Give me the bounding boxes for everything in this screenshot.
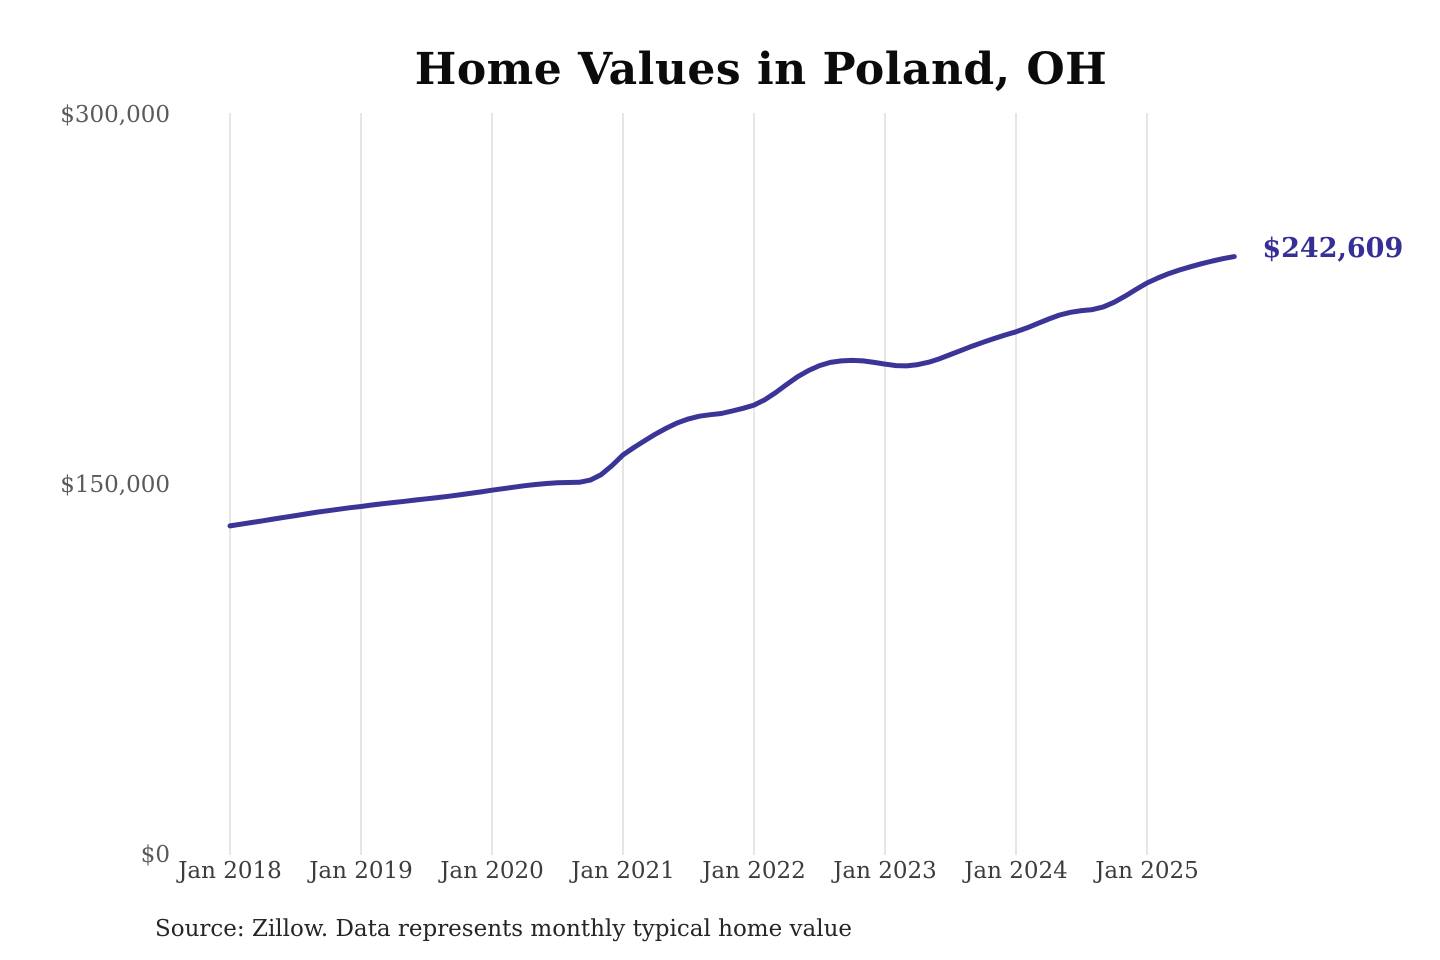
home-value-line (227, 254, 1237, 529)
x-axis-tick-label: Jan 2024 (964, 858, 1068, 884)
gridlines (229, 113, 1148, 855)
x-axis-tick-label: Jan 2025 (1095, 858, 1199, 884)
y-axis-tick-label: $150,000 (60, 472, 170, 498)
chart-title: Home Values in Poland, OH (414, 44, 1108, 95)
x-axis-tick-label: Jan 2019 (309, 858, 413, 884)
y-axis-tick-label: $0 (140, 842, 170, 868)
x-axis-tick-label: Jan 2018 (178, 858, 282, 884)
x-axis-tick-label: Jan 2021 (571, 858, 675, 884)
x-axis-tick-label: Jan 2022 (702, 858, 806, 884)
x-axis-tick-label: Jan 2020 (440, 858, 544, 884)
y-axis-tick-label: $300,000 (60, 102, 170, 128)
latest-value-label: $242,609 (1262, 232, 1404, 264)
x-axis-tick-label: Jan 2023 (833, 858, 937, 884)
source-note: Source: Zillow. Data represents monthly … (155, 916, 853, 942)
